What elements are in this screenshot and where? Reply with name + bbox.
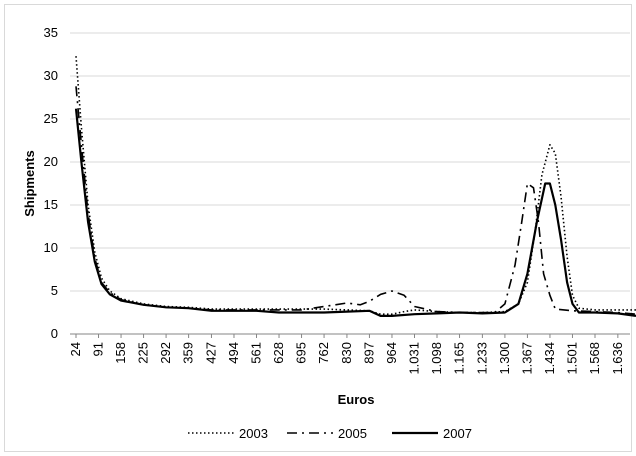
- y-tick-label: 20: [44, 154, 58, 169]
- chart-frame: [4, 4, 632, 452]
- x-tick-label: 1.568: [587, 342, 602, 375]
- x-tick-label: 1.031: [406, 342, 421, 375]
- x-tick-label: 292: [158, 342, 173, 364]
- y-tick-label: 30: [44, 68, 58, 83]
- x-tick-label: 897: [361, 342, 376, 364]
- x-tick-label: 1.636: [610, 342, 625, 375]
- y-tick-label: 0: [51, 326, 58, 341]
- series-line-2005: [75, 86, 636, 315]
- x-tick-label: 158: [113, 342, 128, 364]
- x-tick-label: 1.367: [519, 342, 534, 375]
- x-tick-label: 762: [316, 342, 331, 364]
- y-tick-label: 35: [44, 25, 58, 40]
- y-tick-label: 10: [44, 240, 58, 255]
- series-line-2007: [74, 108, 636, 317]
- x-tick-label: 1.098: [429, 342, 444, 375]
- x-tick-label: 91: [91, 342, 106, 356]
- x-tick-label: 494: [226, 342, 241, 364]
- legend-label-2005: 2005: [338, 426, 367, 441]
- x-tick-label: 964: [384, 342, 399, 364]
- y-tick-label: 25: [44, 111, 58, 126]
- legend-label-2003: 2003: [239, 426, 268, 441]
- legend-label-2007: 2007: [443, 426, 472, 441]
- series-line-2003: [75, 56, 636, 315]
- x-tick-label: 24: [68, 342, 83, 356]
- x-tick-label: 1.300: [497, 342, 512, 375]
- x-tick-label: 628: [271, 342, 286, 364]
- x-axis-title: Euros: [338, 392, 375, 407]
- x-tick-label: 359: [181, 342, 196, 364]
- x-tick-label: 830: [339, 342, 354, 364]
- x-tick-label: 1.233: [474, 342, 489, 375]
- y-axis-title: Shipments: [22, 150, 37, 216]
- y-tick-label: 5: [51, 283, 58, 298]
- x-tick-label: 1.434: [542, 342, 557, 375]
- x-tick-label: 225: [136, 342, 151, 364]
- x-tick-label: 1.165: [452, 342, 467, 375]
- x-tick-label: 1.501: [564, 342, 579, 375]
- x-tick-label: 427: [203, 342, 218, 364]
- x-tick-label: 695: [294, 342, 309, 364]
- y-tick-label: 15: [44, 197, 58, 212]
- x-tick-label: 561: [249, 342, 264, 364]
